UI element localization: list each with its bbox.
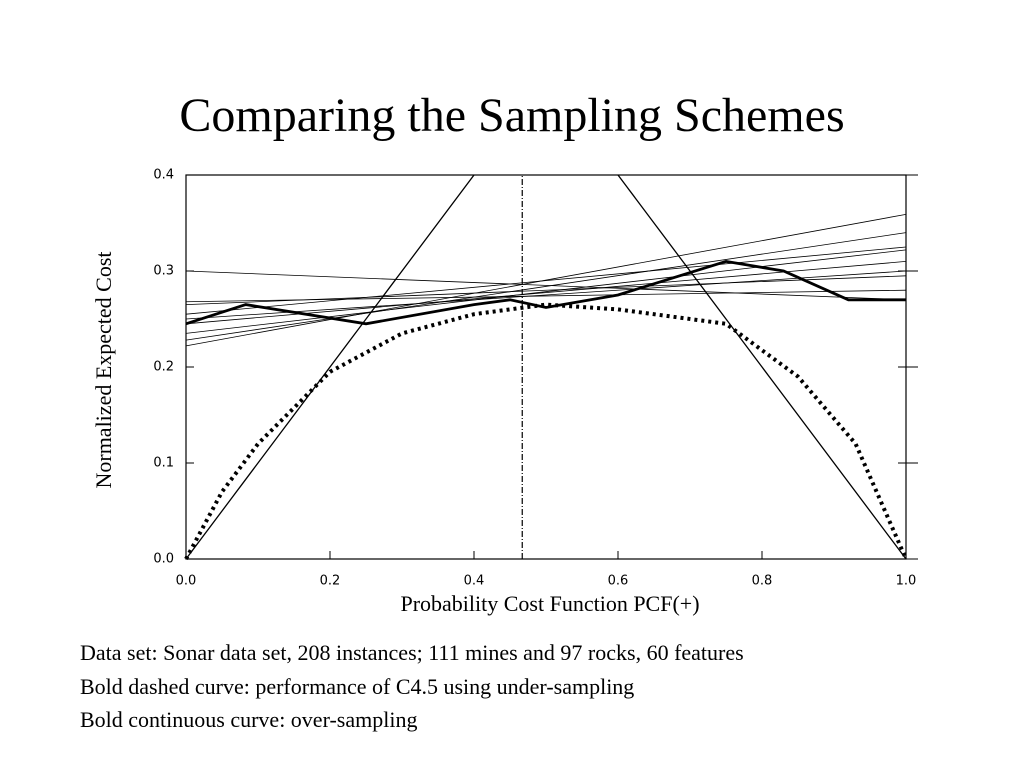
y-tick-label: 0.2 — [153, 360, 174, 375]
curve — [185, 261, 907, 325]
x-tick-label: 0.2 — [320, 574, 341, 589]
x-tick-label: 0.0 — [176, 574, 197, 589]
curve — [185, 270, 907, 320]
curve — [185, 174, 475, 560]
y-tick-label: 0.1 — [153, 456, 174, 471]
x-tick-label: 0.6 — [608, 574, 629, 589]
x-tick-label: 0.8 — [752, 574, 773, 589]
note: Bold continuous curve: over-sampling — [80, 707, 417, 732]
slide-title: Comparing the Sampling Schemes — [179, 89, 844, 142]
curve — [185, 270, 907, 301]
x-axis-label: Probability Cost Function PCF(+) — [400, 591, 699, 616]
curve — [184, 302, 908, 560]
note: Bold dashed curve: performance of C4.5 u… — [80, 674, 634, 699]
curve — [185, 249, 907, 334]
curve — [185, 246, 907, 315]
curve — [185, 232, 907, 341]
y-tick-label: 0.4 — [153, 168, 174, 183]
curve — [617, 174, 907, 560]
curve — [185, 213, 907, 347]
x-tick-label: 0.4 — [464, 574, 485, 589]
note: Data set: Sonar data set, 208 instances;… — [80, 640, 744, 665]
y-axis-label: Normalized Expected Cost — [91, 251, 116, 488]
curve — [185, 289, 907, 303]
x-tick-label: 1.0 — [896, 574, 917, 589]
y-tick-label: 0.0 — [153, 552, 174, 567]
y-tick-label: 0.3 — [153, 264, 174, 279]
curve — [185, 259, 906, 326]
plot-frame — [185, 174, 907, 560]
